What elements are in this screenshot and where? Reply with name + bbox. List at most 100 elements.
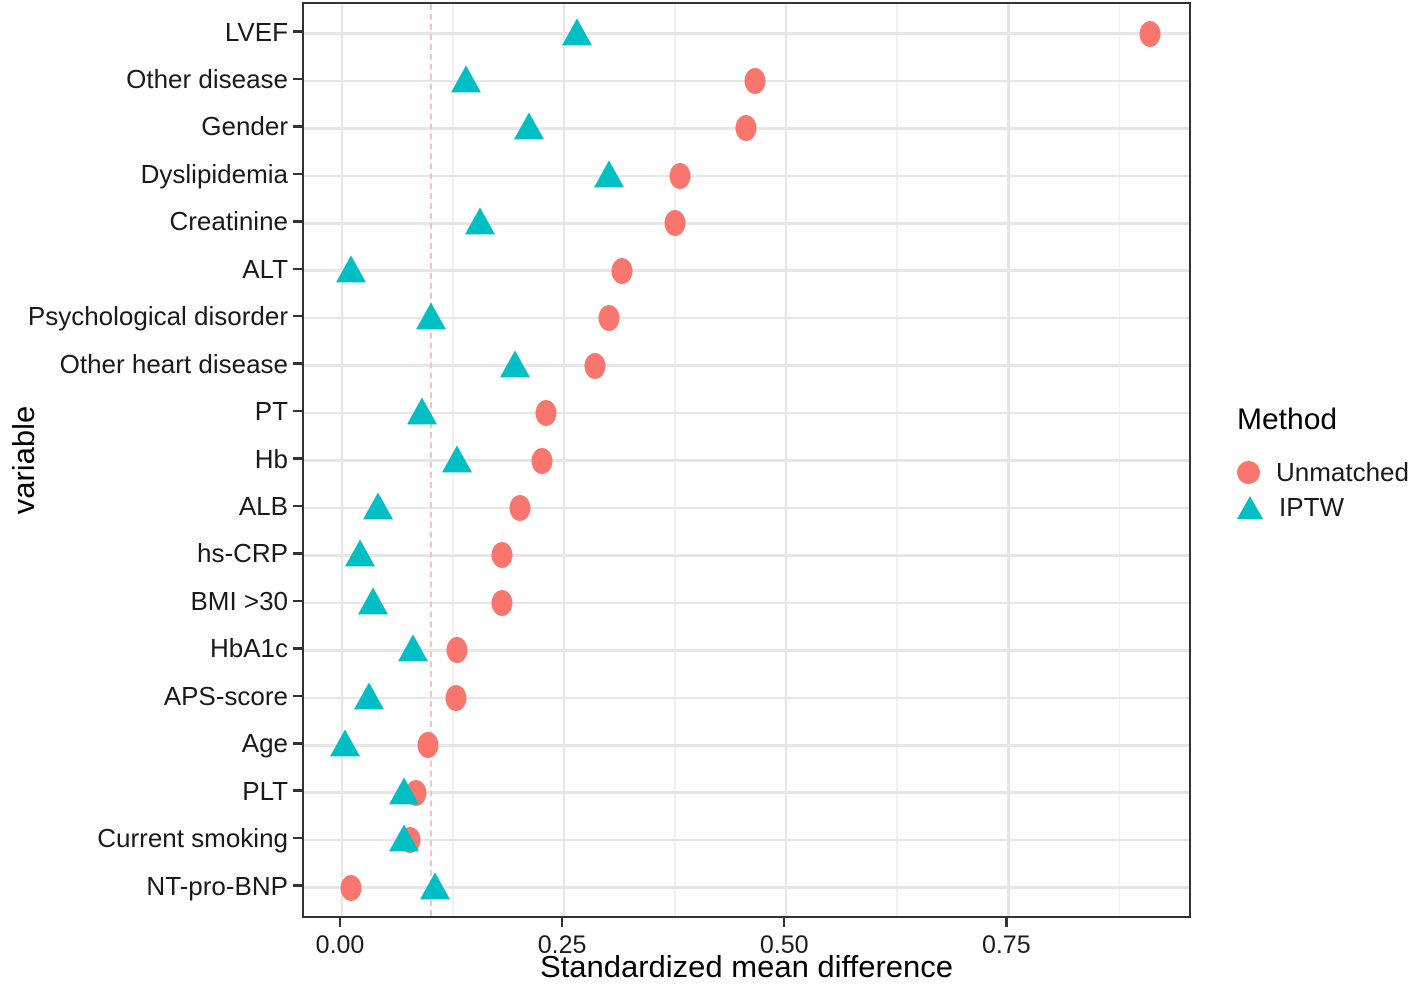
marker-iptw xyxy=(389,824,420,852)
row-gridline xyxy=(304,459,1189,462)
marker-iptw xyxy=(358,587,389,615)
y-axis-tick xyxy=(293,314,302,318)
y-tick-label: BMI >30 xyxy=(190,585,288,616)
marker-unmatched xyxy=(531,447,553,474)
row-gridline xyxy=(304,601,1189,605)
y-tick-label: HbA1c xyxy=(209,633,288,664)
y-tick-label: Gender xyxy=(201,111,288,142)
marker-unmatched xyxy=(446,637,468,664)
marker-unmatched xyxy=(598,305,620,332)
y-tick-label: LVEF xyxy=(224,16,288,47)
y-tick-label: ALB xyxy=(238,491,288,521)
y-axis-tick xyxy=(293,836,302,840)
y-tick-label: PT xyxy=(254,396,288,427)
x-axis-tick xyxy=(560,918,564,927)
y-tick-label: hs-CRP xyxy=(196,538,288,569)
row-gridline xyxy=(304,364,1189,367)
marker-iptw xyxy=(406,397,437,425)
x-tick-label: 0.00 xyxy=(315,931,365,959)
circle-marker-icon xyxy=(1237,461,1260,484)
marker-iptw xyxy=(398,634,429,662)
y-tick-label: Other disease xyxy=(126,63,288,94)
x-axis-title: Standardized mean difference xyxy=(539,949,954,984)
marker-unmatched xyxy=(611,257,633,284)
marker-iptw xyxy=(389,777,420,805)
y-tick-label: ALT xyxy=(242,253,288,284)
y-axis-tick xyxy=(293,409,302,413)
y-axis-tick xyxy=(293,789,302,792)
row-gridline xyxy=(304,696,1189,700)
y-tick-label: Hb xyxy=(254,443,288,474)
y-axis-tick xyxy=(293,30,302,33)
marker-iptw xyxy=(335,255,366,283)
y-tick-label: Creatinine xyxy=(169,206,288,237)
y-axis-tick xyxy=(293,172,302,176)
marker-unmatched xyxy=(664,210,686,237)
y-axis-tick xyxy=(293,694,302,698)
marker-iptw xyxy=(420,871,451,899)
row-gridline xyxy=(304,174,1189,178)
row-gridline xyxy=(304,269,1189,273)
y-axis-tick xyxy=(293,457,302,460)
legend-item-label: Unmatched xyxy=(1276,457,1409,487)
y-axis-tick xyxy=(293,504,302,508)
row-gridline xyxy=(304,649,1189,652)
x-axis-tick xyxy=(1005,918,1008,927)
y-tick-label: Age xyxy=(241,728,288,759)
row-gridline xyxy=(304,222,1189,225)
marker-iptw xyxy=(415,302,446,330)
triangle-marker-icon xyxy=(1237,496,1263,519)
marker-iptw xyxy=(464,207,495,235)
y-axis-tick xyxy=(293,552,302,555)
marker-unmatched xyxy=(735,115,757,142)
x-axis-tick xyxy=(782,918,786,927)
marker-iptw xyxy=(344,539,375,567)
row-gridline xyxy=(304,886,1189,889)
y-tick-label: NT-pro-BNP xyxy=(146,870,288,901)
x-axis-tick xyxy=(338,918,342,927)
marker-unmatched xyxy=(744,67,766,94)
marker-unmatched xyxy=(445,684,467,711)
legend: Method Unmatched IPTW xyxy=(1237,403,1409,529)
marker-unmatched xyxy=(491,589,513,616)
x-tick-label: 0.50 xyxy=(759,931,809,959)
y-axis-tick xyxy=(293,125,302,128)
x-tick-label: 0.75 xyxy=(981,931,1031,959)
y-tick-label: Psychological disorder xyxy=(27,301,288,332)
x-tick-label: 0.25 xyxy=(537,931,587,959)
y-axis-tick xyxy=(293,77,302,81)
y-tick-label: Other heart disease xyxy=(59,348,288,379)
y-axis-tick xyxy=(293,599,302,603)
y-axis-tick xyxy=(293,647,302,650)
marker-unmatched xyxy=(584,352,606,379)
plot-panel xyxy=(302,2,1191,918)
y-axis-tick xyxy=(293,884,302,887)
marker-iptw xyxy=(362,492,393,520)
legend-item-label: IPTW xyxy=(1279,492,1344,522)
marker-unmatched xyxy=(491,542,513,569)
row-gridline xyxy=(304,32,1189,35)
y-tick-label: PLT xyxy=(242,775,288,806)
row-gridline xyxy=(304,554,1189,557)
legend-item-unmatched: Unmatched xyxy=(1237,457,1409,487)
legend-item-iptw: IPTW xyxy=(1237,492,1409,522)
y-axis-tick xyxy=(293,220,302,223)
marker-unmatched xyxy=(417,732,439,759)
y-tick-label: Dyslipidemia xyxy=(140,158,288,189)
marker-unmatched xyxy=(535,400,557,427)
row-gridline xyxy=(304,791,1189,794)
marker-iptw xyxy=(562,17,593,45)
marker-iptw xyxy=(593,160,624,188)
marker-iptw xyxy=(451,65,482,93)
marker-unmatched xyxy=(509,495,531,521)
row-gridline xyxy=(304,743,1189,747)
marker-unmatched xyxy=(1139,20,1161,47)
y-tick-label: Current smoking xyxy=(97,823,288,854)
marker-iptw xyxy=(442,444,473,472)
marker-iptw xyxy=(329,729,360,757)
marker-unmatched xyxy=(669,162,691,189)
marker-iptw xyxy=(353,682,384,710)
threshold-line xyxy=(429,4,432,916)
row-gridline xyxy=(304,411,1189,415)
